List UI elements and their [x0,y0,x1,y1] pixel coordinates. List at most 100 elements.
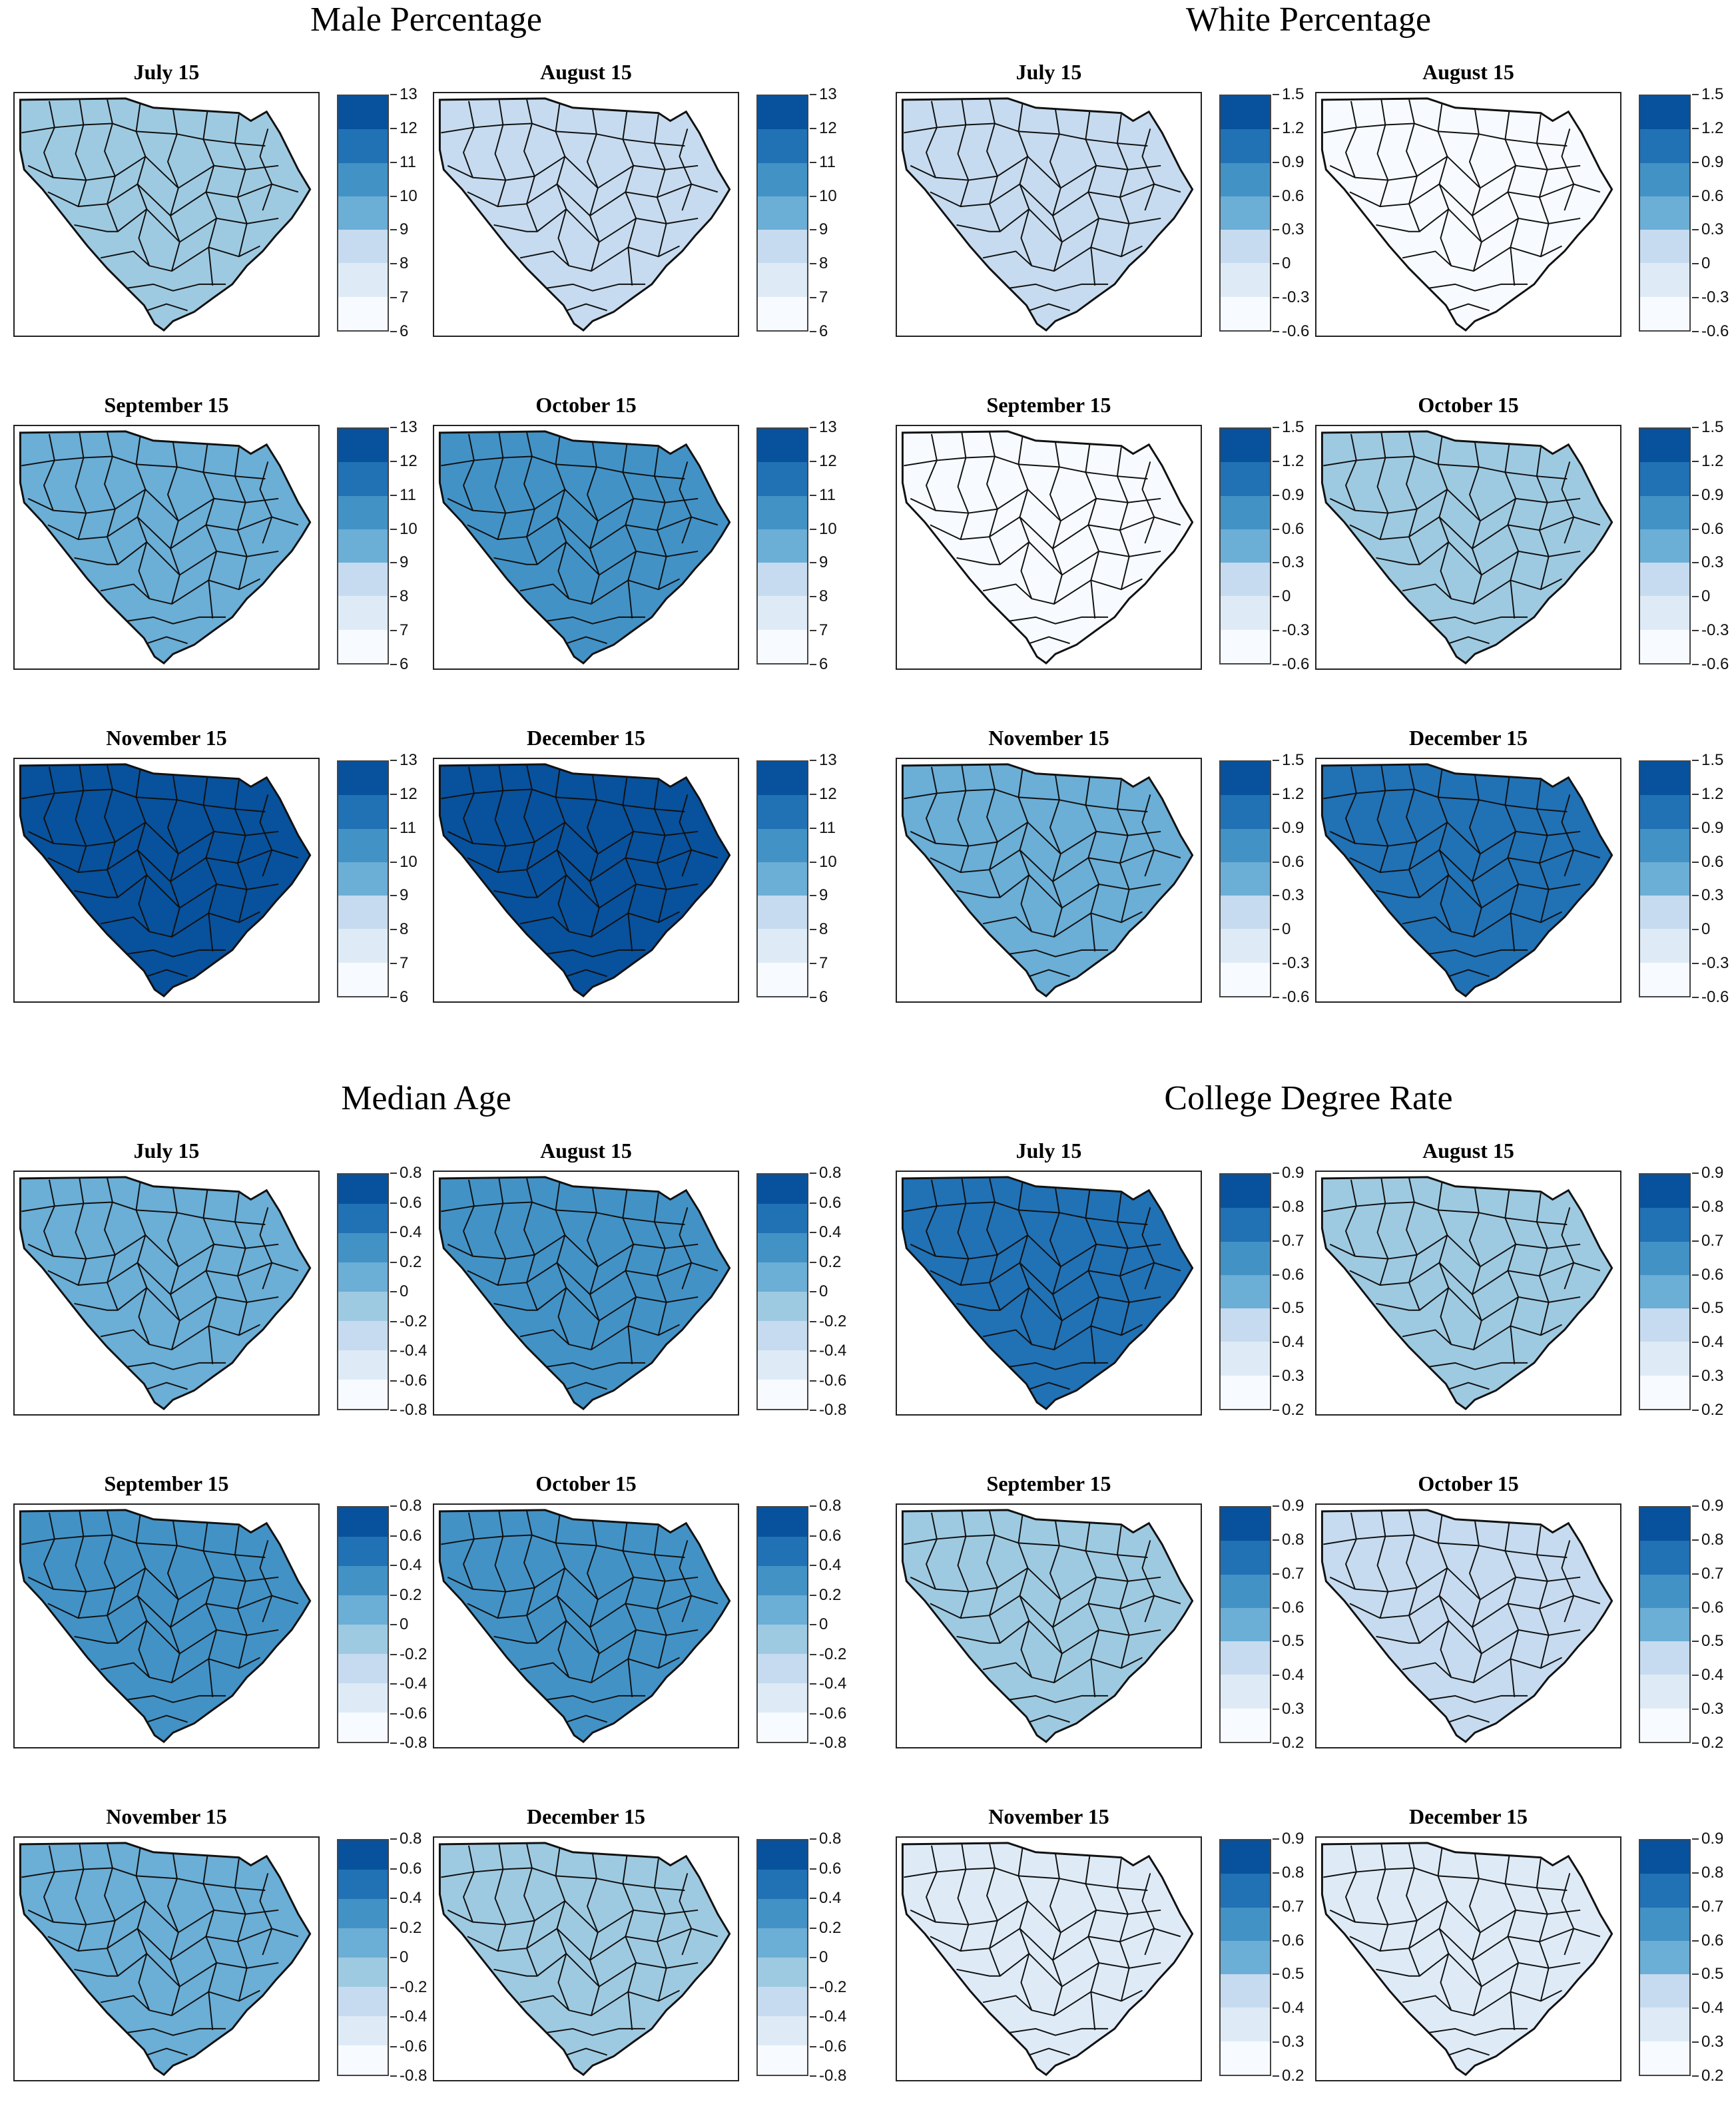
legend-tick-label: 7 [819,288,828,307]
legend-swatch [338,1292,388,1321]
county-boundary [1329,155,1581,189]
legend-swatch [338,962,388,996]
county-boundary [1323,1867,1568,1892]
map-panel: December 15 6 7 8 9 10 11 12 13 [433,726,1272,1045]
legend-tick-label: 9 [400,220,409,239]
legend-tick-label: 8 [400,254,409,273]
legend-swatch [1640,962,1689,996]
legend-swatch [1640,929,1689,963]
legend-swatch [338,929,388,963]
legend-swatch [758,1292,807,1321]
legend-swatch [758,596,807,630]
legend-swatch [338,1204,388,1233]
legend-tick-label: 0.7 [1701,1231,1724,1250]
legend-swatch [758,828,807,862]
legend-tick-label: 0.8 [400,1830,422,1848]
county-boundary [982,911,1143,938]
legend-tick-label: -0.6 [400,1704,428,1723]
section-title: White Percentage [1185,1,1432,39]
legend-tick-label: 0.2 [400,1918,422,1937]
county-boundary [930,1595,1181,1629]
legend-swatch [1221,1708,1270,1742]
legend-swatch [1221,230,1270,264]
legend-tick-label: 0.9 [1282,1164,1304,1182]
legend-swatch [758,1987,807,2016]
legend-swatch [338,429,388,463]
county-boundary [930,1262,1181,1296]
county-boundary [1376,99,1389,207]
state-shape [901,430,1194,665]
county-boundary [43,1512,55,1589]
county-boundary [1009,949,1109,957]
county-boundary [1029,1382,1070,1390]
county-boundary [519,911,680,938]
county-boundary [519,578,680,605]
state-shape [19,1509,312,1744]
county-boundary [1428,616,1528,625]
county-boundary [1344,1512,1357,1589]
legend-tick-label: 0.9 [1282,818,1304,837]
color-legend: 6 7 8 9 10 11 12 13 [337,418,418,673]
county-boundary [982,245,1143,272]
legend-swatch [1221,795,1270,829]
legend-tick-label: 0.4 [1701,1666,1724,1685]
legend-swatch [338,529,388,563]
legend-tick-label: 0.3 [1282,1700,1304,1719]
legend-tick-label: 0.2 [400,1252,422,1271]
county-boundary [523,1177,538,1311]
legend-swatch [338,2045,388,2075]
county-boundary [1323,455,1568,480]
legend-swatch [338,96,388,130]
county-boundary [957,1511,970,1619]
legend-tick-label: 0.5 [1701,1632,1724,1651]
county-boundary [75,1511,87,1619]
legend-tick-label: 0.6 [1282,852,1304,871]
county-boundary [566,303,607,312]
legend-tick-label: 0.2 [819,1918,842,1937]
legend-tick-label: 8 [819,920,828,939]
legend-swatch [1640,1342,1689,1376]
legend-tick-label: 12 [819,451,837,470]
county-boundary [234,1858,248,2001]
legend-swatch [758,1958,807,1987]
county-boundary [1116,1858,1130,2001]
state-shape [438,1509,731,1744]
county-boundary [1349,183,1601,217]
legend-tick-label: 0.4 [1282,1666,1304,1685]
legend-swatch [1640,129,1689,163]
choropleth-map [896,1836,1202,2081]
legend-tick-label: 0.9 [1701,1830,1724,1848]
map-panel: July 15 -0.6 -0.3 0 0.3 0.6 0.9 1.2 1.5 [896,60,1735,380]
legend-swatch [1221,96,1270,130]
county-boundary [1141,461,1155,544]
county-boundary [957,432,970,540]
legend-tick-label: -0.2 [819,1645,847,1663]
county-boundary [910,1900,1161,1934]
county-boundary [523,431,538,565]
legend-swatch [758,1507,807,1537]
map-date-label: October 15 [535,1471,637,1495]
county-boundary [27,821,279,855]
map-panel: July 15 -0.8 -0.6 -0.4 -0.2 0 0.2 0.4 0.6 0.8 [13,1139,852,1458]
county-boundary [1376,874,1581,909]
legend-tick-label: 12 [400,451,418,470]
state-shape [438,763,731,998]
legend-tick-label: 0.3 [1282,220,1304,239]
legend-swatch [338,1928,388,1958]
county-boundary [1349,849,1601,883]
legend-color-bar [1219,427,1271,664]
legend-tick-label: 0.5 [1701,1965,1724,1984]
county-boundary [100,1990,260,2017]
legend-swatch [1640,629,1689,663]
map-panel: September 15 0.2 0.3 0.4 0.5 0.6 0.7 0.8 0.9 [896,1471,1735,1791]
legend-tick-label: 12 [400,784,418,803]
map-date-label: September 15 [986,1471,1111,1495]
county-boundary [904,788,1148,813]
county-boundary [21,455,266,480]
legend-tick-label: 11 [400,485,416,504]
legend-tick-label: -0.4 [400,1675,428,1693]
legend-tick-label: 8 [819,254,828,273]
county-boundary [447,1567,699,1601]
legend-swatch [1221,596,1270,630]
legend-tick-label: 0.7 [1282,1564,1304,1583]
